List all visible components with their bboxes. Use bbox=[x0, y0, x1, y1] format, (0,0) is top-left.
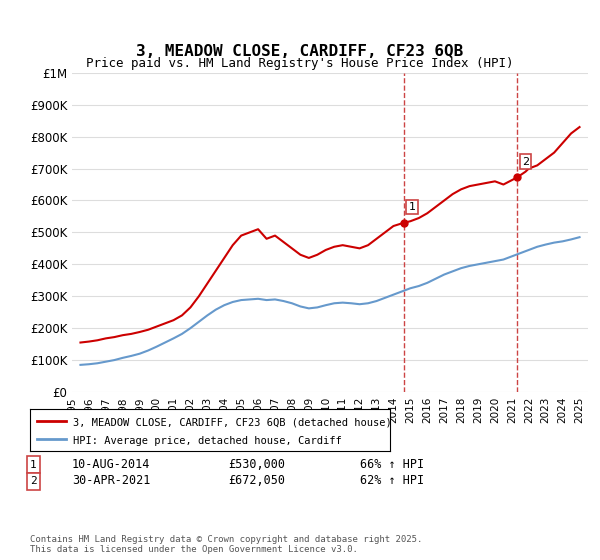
Text: 3, MEADOW CLOSE, CARDIFF, CF23 6QB: 3, MEADOW CLOSE, CARDIFF, CF23 6QB bbox=[136, 44, 464, 59]
Text: £530,000: £530,000 bbox=[228, 458, 285, 470]
Text: Price paid vs. HM Land Registry's House Price Index (HPI): Price paid vs. HM Land Registry's House … bbox=[86, 57, 514, 70]
Text: £672,050: £672,050 bbox=[228, 474, 285, 487]
Text: 2: 2 bbox=[30, 477, 37, 487]
Text: Contains HM Land Registry data © Crown copyright and database right 2025.
This d: Contains HM Land Registry data © Crown c… bbox=[30, 535, 422, 554]
Text: 66% ↑ HPI: 66% ↑ HPI bbox=[360, 458, 424, 470]
Text: 2: 2 bbox=[522, 157, 529, 167]
Text: HPI: Average price, detached house, Cardiff: HPI: Average price, detached house, Card… bbox=[73, 436, 342, 446]
Text: 3, MEADOW CLOSE, CARDIFF, CF23 6QB (detached house): 3, MEADOW CLOSE, CARDIFF, CF23 6QB (deta… bbox=[73, 417, 392, 427]
Text: 10-AUG-2014: 10-AUG-2014 bbox=[72, 458, 151, 470]
Text: 30-APR-2021: 30-APR-2021 bbox=[72, 474, 151, 487]
Text: 1: 1 bbox=[409, 202, 416, 212]
Text: 62% ↑ HPI: 62% ↑ HPI bbox=[360, 474, 424, 487]
Text: 1: 1 bbox=[30, 460, 37, 470]
